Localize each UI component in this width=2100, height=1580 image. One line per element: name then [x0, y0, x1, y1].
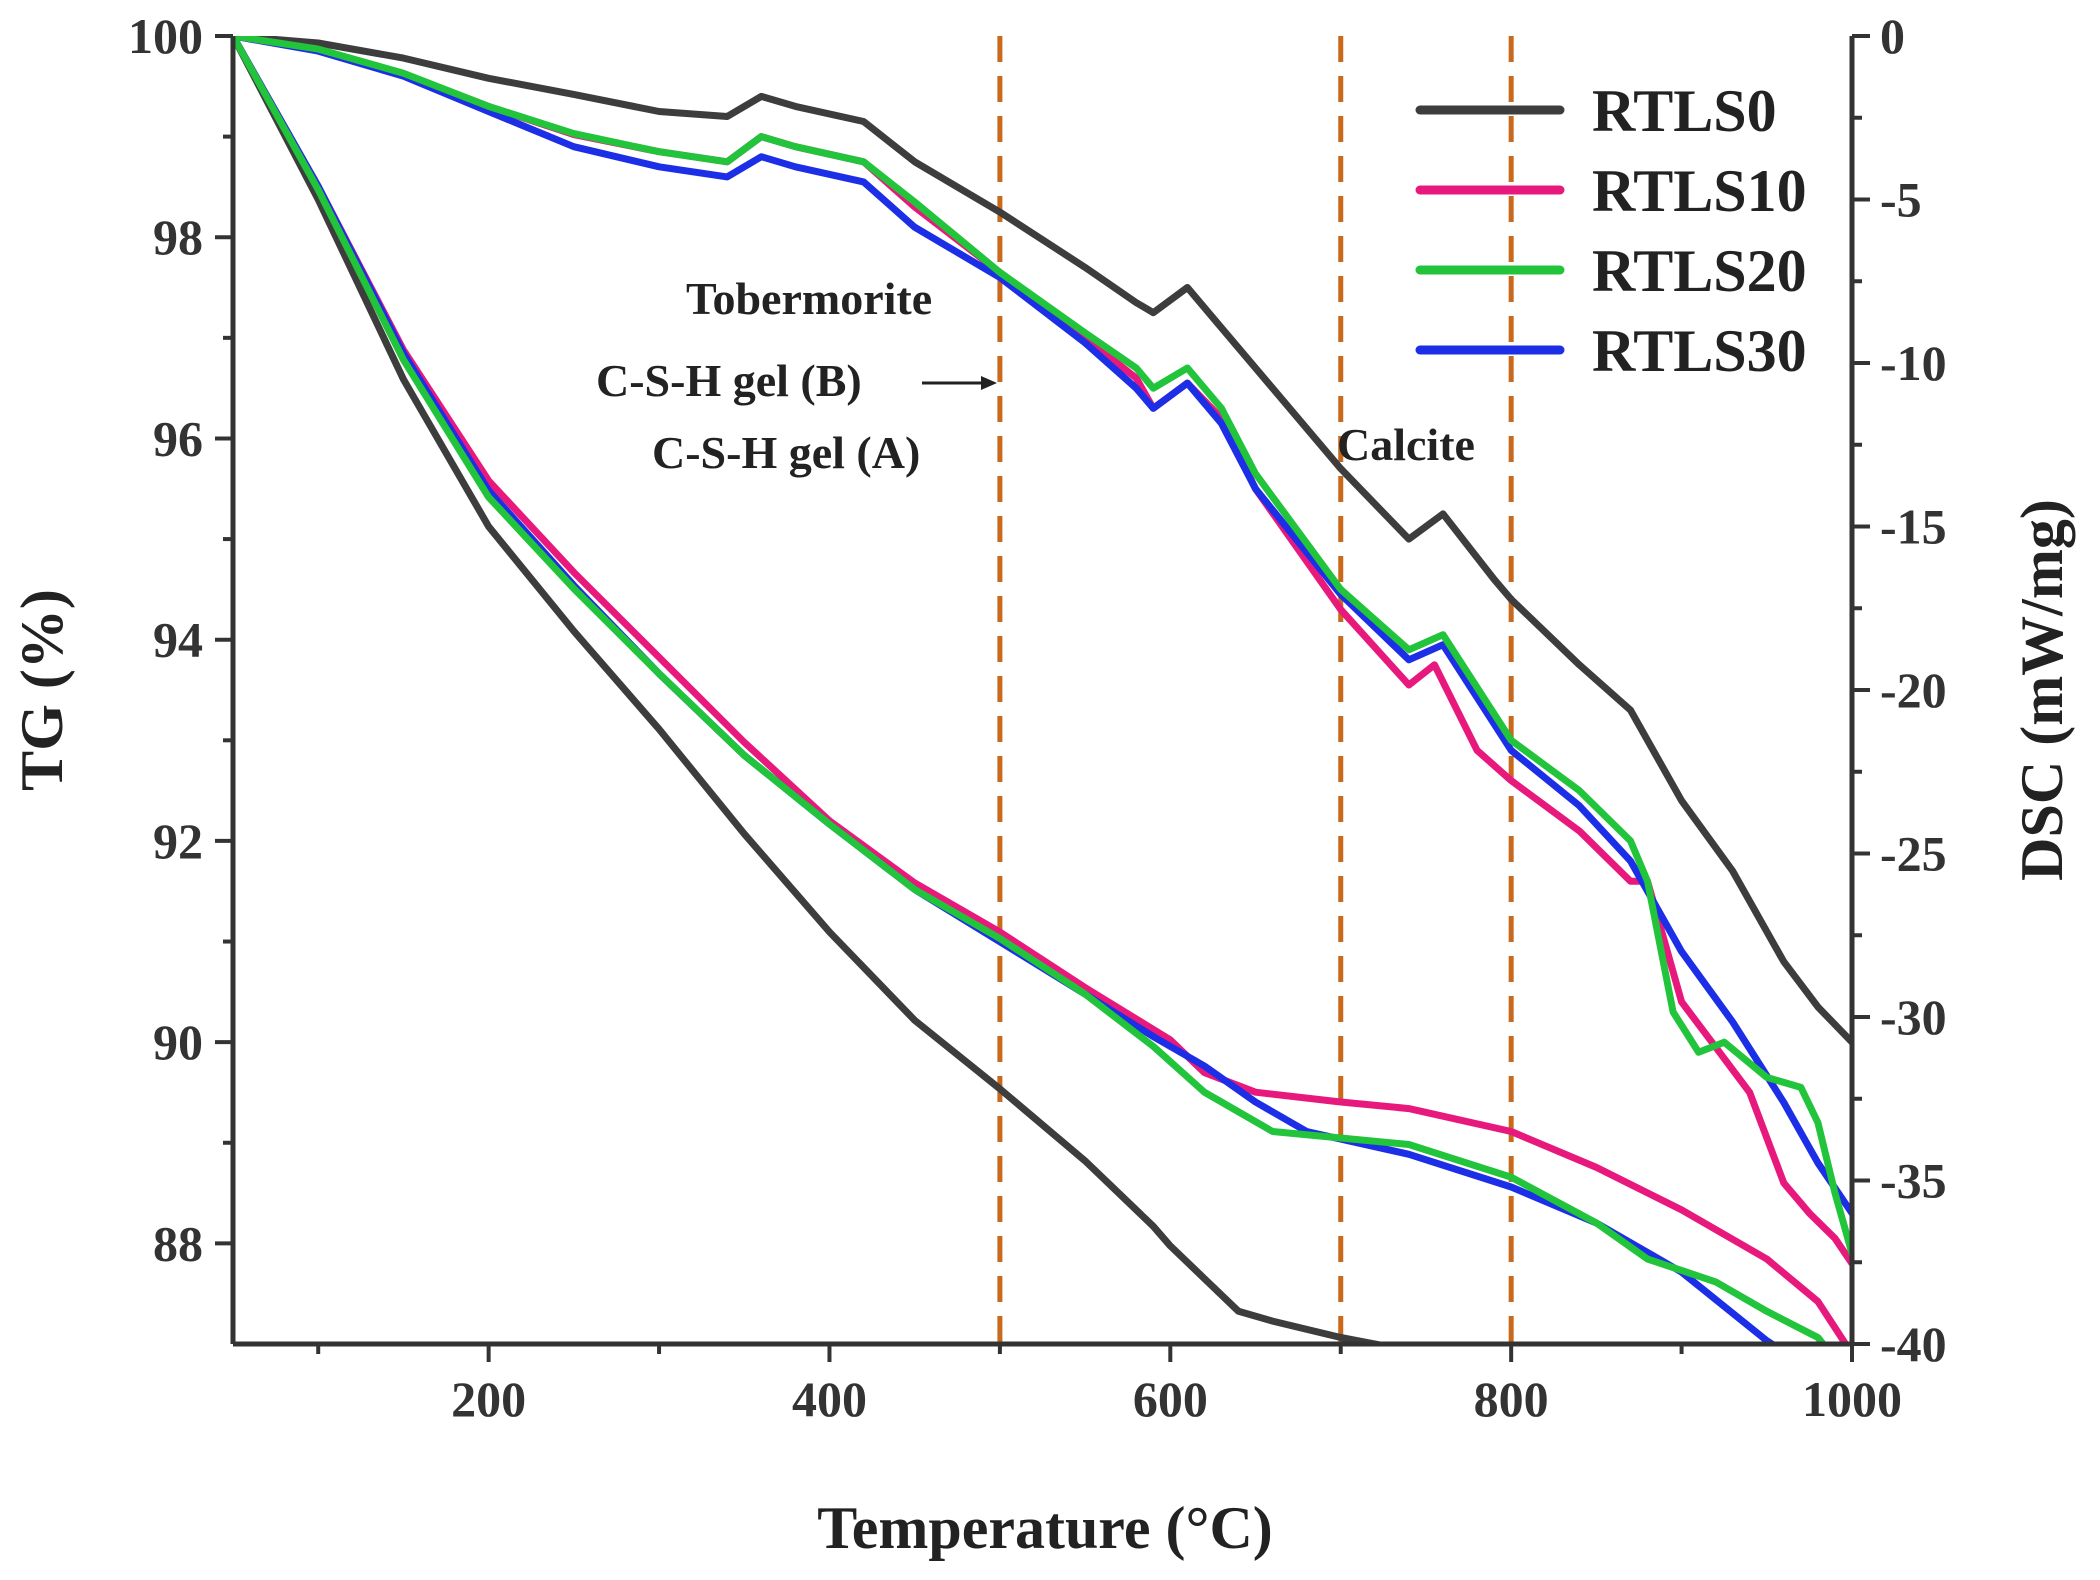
annotation-tobermorite: Tobermorite — [686, 273, 932, 324]
y-left-tick-label: 98 — [153, 209, 203, 265]
series-line-rtls20-tg — [233, 36, 1852, 1257]
y-axis-left-title: TG (%) — [9, 589, 75, 791]
x-tick-label: 400 — [792, 1371, 867, 1427]
y-right-tick-label: -5 — [1880, 172, 1922, 228]
y-left-tick-label: 100 — [128, 8, 203, 64]
series-line-rtls0-tg — [233, 36, 1852, 1046]
x-tick-label: 600 — [1133, 1371, 1208, 1427]
x-tick-label: 800 — [1474, 1371, 1549, 1427]
y-left-tick-label: 90 — [153, 1014, 203, 1070]
series-line-rtls0-dsc — [233, 36, 1394, 1344]
y-right-tick-label: -40 — [1880, 1316, 1947, 1372]
series-layer — [233, 36, 1852, 1344]
y-right-tick-label: -35 — [1880, 1153, 1947, 1209]
y-right-tick-label: -15 — [1880, 499, 1947, 555]
x-axis-title: Temperature (°C) — [817, 1495, 1273, 1561]
series-line-rtls10-dsc — [233, 36, 1850, 1344]
y-right-tick-label: -10 — [1880, 335, 1947, 391]
y-right-tick-label: -25 — [1880, 826, 1947, 882]
arrow-icon — [922, 376, 997, 390]
annotation-csh-gel-a: C-S-H gel (A) — [652, 427, 920, 478]
legend: RTLS0 RTLS10 RTLS20 RTLS30 — [1415, 78, 1807, 384]
annotation-csh-gel-b: C-S-H gel (B) — [596, 355, 862, 406]
series-line-rtls20-dsc — [233, 36, 1828, 1344]
y-right-tick-label: 0 — [1880, 8, 1905, 64]
annotation-calcite: Calcite — [1337, 419, 1475, 470]
x-tick-label: 200 — [451, 1371, 526, 1427]
y-right-tick-label: -20 — [1880, 662, 1947, 718]
legend-label-rtls30: RTLS30 — [1592, 318, 1807, 384]
y-left-tick-label: 92 — [153, 813, 203, 869]
legend-label-rtls0: RTLS0 — [1592, 78, 1777, 144]
y-axis-right-title: DSC (mW/mg) — [2009, 499, 2075, 881]
reference-lines — [997, 36, 1514, 1344]
legend-label-rtls20: RTLS20 — [1592, 238, 1807, 304]
y-left-tick-label: 96 — [153, 410, 203, 466]
y-left-tick-label: 94 — [153, 612, 203, 668]
x-tick-label: 1000 — [1802, 1371, 1902, 1427]
y-right-tick-label: -30 — [1880, 989, 1947, 1045]
y-left-tick-label: 88 — [153, 1215, 203, 1271]
legend-label-rtls10: RTLS10 — [1592, 158, 1807, 224]
